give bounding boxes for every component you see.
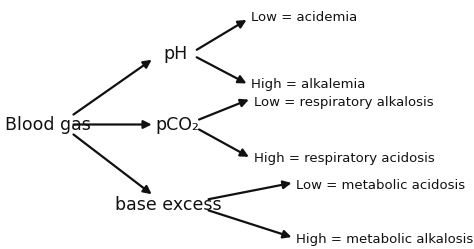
Text: Low = metabolic acidosis: Low = metabolic acidosis: [296, 179, 465, 192]
Text: High = metabolic alkalosis: High = metabolic alkalosis: [296, 233, 474, 246]
Text: Blood gas: Blood gas: [5, 116, 91, 133]
Text: Low = respiratory alkalosis: Low = respiratory alkalosis: [254, 96, 433, 109]
Text: pCO₂: pCO₂: [156, 116, 200, 133]
Text: High = alkalemia: High = alkalemia: [251, 78, 365, 91]
Text: pH: pH: [163, 45, 188, 62]
Text: base excess: base excess: [115, 196, 221, 214]
Text: High = respiratory acidosis: High = respiratory acidosis: [254, 152, 434, 165]
Text: Low = acidemia: Low = acidemia: [251, 11, 357, 24]
